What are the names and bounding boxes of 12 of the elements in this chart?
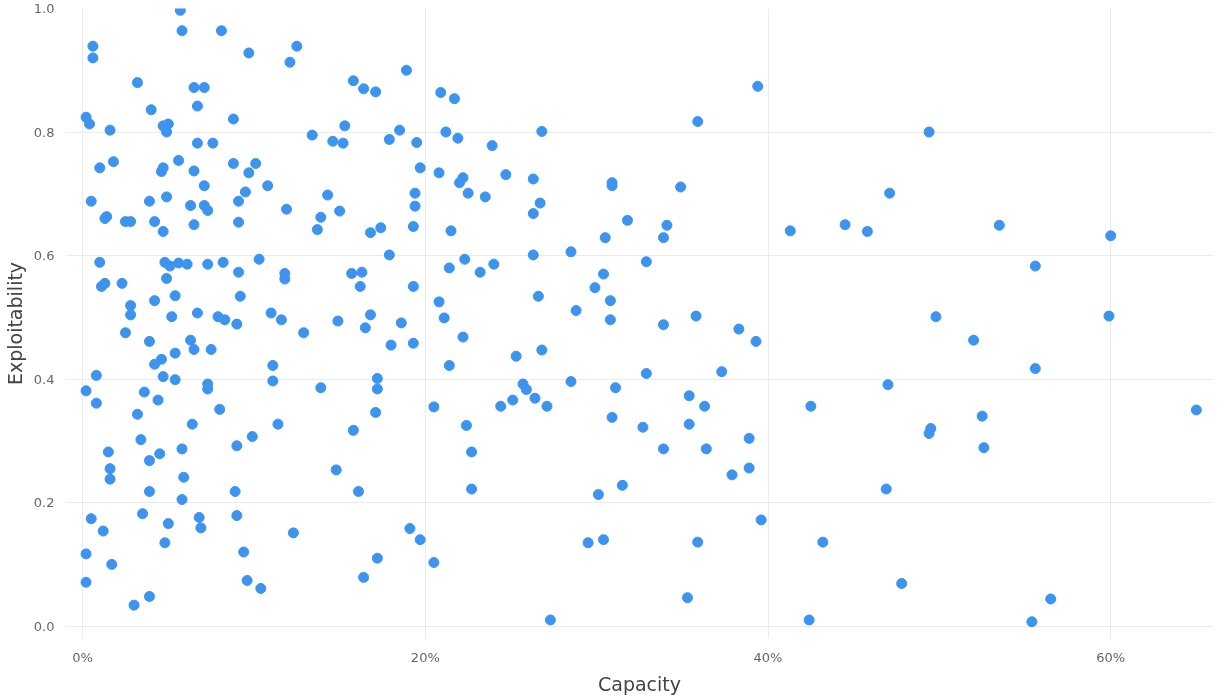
y-tick-label: 0.6 [33, 248, 55, 264]
y-tick-label: 0.2 [33, 495, 55, 511]
x-tick-label: 40% [753, 649, 783, 665]
y-axis-title: Exploitability [3, 261, 26, 386]
x-tick-label: 60% [1096, 649, 1126, 665]
x-tick-label: 20% [410, 649, 440, 665]
y-tick-label: 0.0 [33, 618, 55, 634]
y-tick-label: 0.8 [33, 124, 55, 140]
x-tick-label: 0% [72, 649, 93, 665]
y-tick-label: 0.4 [33, 371, 55, 387]
x-axis-title: Capacity [597, 672, 682, 695]
y-tick-label: 1.0 [33, 1, 55, 16]
